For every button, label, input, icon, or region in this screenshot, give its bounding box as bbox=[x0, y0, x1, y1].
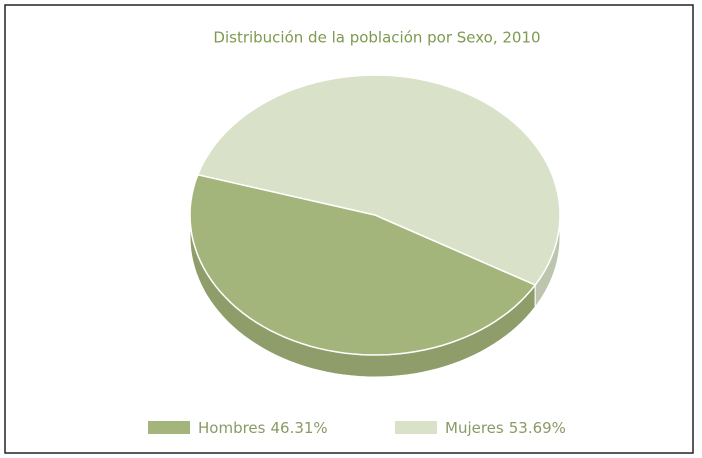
legend-label: Mujeres 53.69% bbox=[445, 419, 566, 437]
legend-value: 53.69% bbox=[509, 419, 566, 437]
chart-title: Distribución de la población por Sexo, 2… bbox=[213, 29, 540, 47]
pie bbox=[189, 74, 561, 378]
legend-swatch bbox=[148, 421, 190, 434]
pie-slice bbox=[189, 173, 537, 356]
legend-value: 46.31% bbox=[270, 419, 327, 437]
pie-slice bbox=[196, 74, 561, 286]
legend-name: Hombres bbox=[198, 419, 266, 437]
legend-swatch bbox=[395, 421, 437, 434]
legend: Hombres 46.31% Mujeres 53.69% bbox=[148, 419, 566, 437]
legend-label: Hombres 46.31% bbox=[198, 419, 328, 437]
legend-name: Mujeres bbox=[445, 419, 504, 437]
